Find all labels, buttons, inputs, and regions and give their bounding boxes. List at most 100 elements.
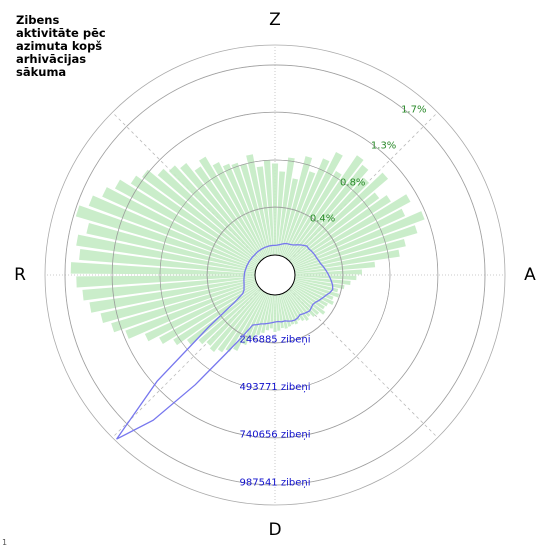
bar bbox=[282, 293, 299, 325]
bar bbox=[114, 179, 258, 266]
bar bbox=[89, 277, 256, 313]
bar bbox=[294, 276, 351, 286]
bar bbox=[287, 164, 369, 261]
bar bbox=[292, 283, 334, 305]
bar bbox=[291, 285, 325, 310]
bar bbox=[294, 269, 363, 275]
bar bbox=[281, 293, 295, 325]
grid-ring bbox=[112, 112, 438, 438]
bar bbox=[265, 294, 273, 331]
bar bbox=[88, 195, 257, 269]
bar bbox=[293, 225, 418, 270]
bar bbox=[294, 279, 339, 293]
r2-tick-label: 987541 zibeņi bbox=[240, 477, 311, 488]
bar bbox=[157, 168, 261, 263]
axis-line bbox=[112, 288, 262, 438]
bar bbox=[285, 171, 342, 259]
bar bbox=[144, 283, 258, 342]
bar bbox=[294, 261, 376, 274]
bar bbox=[285, 291, 305, 322]
bar bbox=[290, 286, 326, 315]
grid-ring bbox=[207, 207, 343, 343]
bar bbox=[198, 287, 261, 345]
bar bbox=[294, 249, 400, 273]
bar bbox=[275, 171, 286, 256]
bar bbox=[277, 157, 295, 256]
bar bbox=[194, 166, 264, 260]
bar bbox=[278, 294, 288, 329]
bar bbox=[271, 163, 279, 256]
bar bbox=[111, 280, 257, 333]
bar bbox=[278, 178, 299, 256]
r2-tick-label: 493771 zibeņi bbox=[240, 382, 311, 393]
bar bbox=[168, 165, 262, 262]
bar bbox=[209, 289, 263, 352]
bar bbox=[125, 281, 257, 339]
bar bbox=[212, 162, 267, 258]
bar bbox=[286, 155, 364, 260]
line bbox=[116, 242, 334, 440]
r-tick-label: 0.4% bbox=[310, 213, 335, 224]
bar bbox=[293, 211, 425, 269]
bar bbox=[250, 293, 269, 339]
grid-ring bbox=[64, 64, 486, 486]
bar bbox=[246, 154, 272, 256]
bar bbox=[130, 175, 259, 265]
bar bbox=[100, 279, 256, 324]
bar bbox=[279, 156, 313, 256]
bar bbox=[292, 194, 411, 266]
bar bbox=[206, 288, 262, 346]
bar bbox=[283, 152, 343, 258]
bar bbox=[293, 280, 340, 298]
bar bbox=[79, 249, 256, 274]
direction-label: A bbox=[524, 265, 536, 285]
bar bbox=[283, 292, 301, 321]
bar bbox=[233, 292, 267, 351]
bar bbox=[292, 208, 406, 267]
bar bbox=[76, 275, 256, 288]
grid-ring bbox=[64, 64, 486, 486]
axis-line bbox=[288, 288, 438, 438]
bar bbox=[222, 163, 268, 257]
bar bbox=[76, 234, 256, 273]
bar bbox=[242, 293, 268, 346]
bar bbox=[82, 276, 256, 301]
bar bbox=[199, 156, 265, 259]
center-hole bbox=[254, 254, 296, 296]
chart-title: Zibens aktivitāte pēc azimuta kopš arhiv… bbox=[16, 13, 106, 79]
bar bbox=[142, 169, 260, 264]
bar bbox=[217, 290, 264, 353]
bar bbox=[102, 187, 258, 267]
bar bbox=[173, 285, 259, 346]
grid-ring bbox=[159, 159, 391, 391]
r-tick-label: 0.8% bbox=[340, 177, 365, 188]
bar bbox=[291, 195, 391, 265]
bar bbox=[288, 177, 370, 262]
bar bbox=[287, 289, 311, 317]
bar bbox=[256, 166, 273, 256]
bar bbox=[289, 172, 389, 263]
bar bbox=[225, 291, 265, 352]
bar bbox=[231, 162, 269, 257]
direction-label: R bbox=[14, 265, 26, 285]
r2-tick-label: 740656 zibeņi bbox=[240, 430, 311, 441]
page-mark: 1 bbox=[2, 538, 8, 547]
bar bbox=[294, 238, 406, 271]
bar bbox=[269, 294, 275, 329]
bar bbox=[279, 294, 292, 327]
bar bbox=[86, 223, 256, 271]
bar bbox=[294, 275, 357, 281]
grid-ring bbox=[111, 111, 439, 439]
bar bbox=[277, 294, 284, 329]
bar bbox=[159, 284, 258, 345]
grid-ring bbox=[206, 206, 344, 344]
bar bbox=[256, 294, 271, 336]
outer-circle bbox=[44, 44, 506, 506]
bar bbox=[290, 192, 380, 264]
r-tick-label: 1.3% bbox=[371, 141, 396, 152]
r-tick-label: 1.7% bbox=[401, 105, 426, 116]
bar bbox=[282, 158, 330, 257]
r2-tick-label: 246885 zibeņi bbox=[240, 335, 311, 346]
